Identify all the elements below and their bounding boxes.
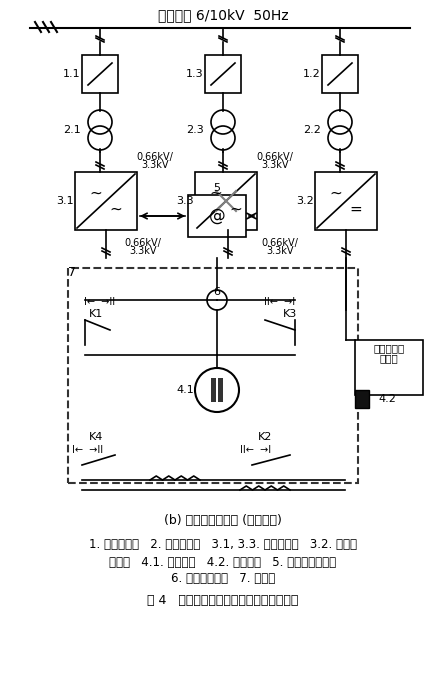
Text: 1.1: 1.1 [63, 69, 81, 79]
Text: 1.2: 1.2 [303, 69, 321, 79]
Text: 3.3kV: 3.3kV [141, 160, 169, 170]
Text: 供电电压 6/10kV  50Hz: 供电电压 6/10kV 50Hz [158, 8, 288, 22]
Text: 3.3kV: 3.3kV [261, 160, 289, 170]
Text: 2.1: 2.1 [63, 125, 81, 135]
Text: 3.3kV: 3.3kV [266, 246, 294, 256]
Text: 3.3kV: 3.3kV [129, 246, 157, 256]
Text: 1. 高压开关柜   2. 整流变压器   3.1, 3.3. 变功率单元   3.2. 励磁功: 1. 高压开关柜 2. 整流变压器 3.1, 3.3. 变功率单元 3.2. 励… [89, 539, 357, 552]
Text: 与励磁电压: 与励磁电压 [373, 343, 405, 353]
Text: 2.3: 2.3 [186, 125, 204, 135]
Text: 图 4   双绕组低速同步机变频系统原理示意: 图 4 双绕组低速同步机变频系统原理示意 [147, 594, 299, 607]
Text: 0.66kV/: 0.66kV/ [136, 152, 173, 162]
Bar [315, 172, 377, 230]
Text: =: = [350, 202, 362, 217]
Bar [68, 268, 358, 483]
Text: 0.66kV/: 0.66kV/ [256, 152, 293, 162]
Bar [205, 55, 241, 93]
Bar [188, 195, 246, 237]
Text: 3.3: 3.3 [176, 196, 194, 206]
Text: 率单元   4.1. 定子绕组   4.2. 励磁绕组   5. 闭环矢量控制器: 率单元 4.1. 定子绕组 4.2. 励磁绕组 5. 闭环矢量控制器 [109, 555, 337, 569]
Bar [75, 172, 137, 230]
Text: 7: 7 [68, 265, 76, 279]
Text: ~: ~ [90, 186, 103, 200]
Text: 3.2: 3.2 [296, 196, 314, 206]
Text: 6. 绝对值解码器   7. 切换柜: 6. 绝对值解码器 7. 切换柜 [171, 573, 275, 585]
Text: K1: K1 [89, 309, 103, 319]
Text: 6: 6 [214, 287, 220, 297]
Bar [322, 55, 358, 93]
Text: K2: K2 [258, 432, 272, 442]
Text: II←  →I: II← →I [264, 297, 296, 307]
Text: ~: ~ [210, 186, 223, 200]
Circle shape [195, 368, 239, 412]
Text: K3: K3 [283, 309, 297, 319]
Text: ~: ~ [230, 202, 242, 217]
Text: @: @ [209, 207, 225, 225]
Bar [195, 172, 257, 230]
Text: 相匹配: 相匹配 [380, 353, 398, 363]
Bar [82, 55, 118, 93]
Text: 0.66kV/: 0.66kV/ [124, 238, 161, 248]
Text: 4.1: 4.1 [176, 385, 194, 395]
Text: ~: ~ [110, 202, 122, 217]
Text: K4: K4 [89, 432, 103, 442]
Bar [218, 378, 223, 402]
Bar [355, 340, 423, 395]
Text: 5: 5 [214, 183, 220, 193]
Text: 4.2: 4.2 [378, 394, 396, 404]
Text: ~: ~ [330, 186, 343, 200]
Bar [355, 390, 369, 408]
Text: I←  →II: I← →II [84, 297, 116, 307]
Text: 3.1: 3.1 [56, 196, 74, 206]
Text: (b) 双绕组串联运行 (全载半速): (b) 双绕组串联运行 (全载半速) [164, 514, 282, 527]
Text: 2.2: 2.2 [303, 125, 321, 135]
Text: 0.66kV/: 0.66kV/ [261, 238, 298, 248]
Text: II←  →I: II← →I [240, 445, 272, 455]
Text: I←  →II: I← →II [72, 445, 103, 455]
Bar [211, 378, 216, 402]
Text: 1.3: 1.3 [186, 69, 204, 79]
